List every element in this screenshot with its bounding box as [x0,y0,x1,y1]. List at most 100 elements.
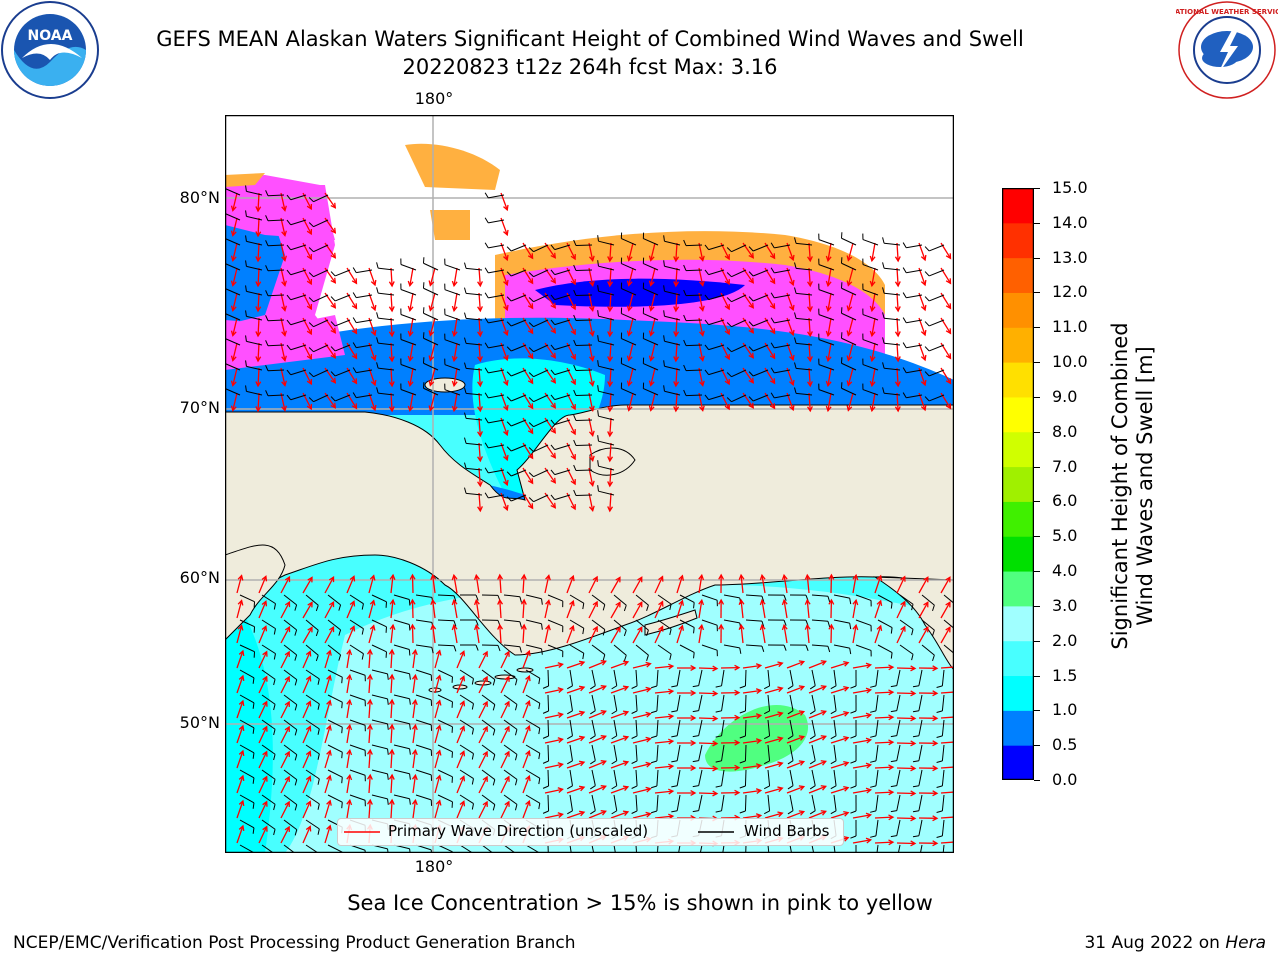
wave-direction-arrow [632,576,643,594]
wave-direction-arrowhead [281,330,287,337]
wind-barb [635,719,638,736]
wind-barb [635,769,638,786]
wave-direction-arrow [280,342,286,361]
wind-barb-flag [704,294,710,300]
colorbar-tick-mark [1034,188,1040,189]
wave-direction-arrowhead [678,599,685,606]
wind-barb [554,419,571,426]
wind-barb-flag [294,804,298,811]
wave-direction-arrow [852,739,871,744]
wave-direction-arrowhead [869,280,876,288]
wave-direction-arrowhead [503,329,509,337]
wind-barb [767,669,771,686]
wave-direction-arrow [409,292,414,311]
wave-direction-arrowhead [945,353,952,360]
wave-direction-arrow [258,651,268,669]
wave-direction-arrowhead [734,714,741,721]
wave-direction-arrow [475,625,480,644]
wave-direction-arrowhead [607,506,614,513]
wind-barb [664,315,681,321]
wave-direction-arrow [896,601,906,619]
wind-barb [393,694,410,700]
wind-barb [928,244,945,252]
wave-direction-arrowhead [284,625,291,633]
wind-barb-flag [550,269,556,275]
wave-direction-arrowhead [888,689,895,696]
wave-direction-arrow [500,726,510,744]
wind-barb [941,819,945,836]
wind-barb [569,744,573,761]
wave-direction-arrowhead [237,624,244,631]
wave-direction-arrow [522,624,525,644]
wave-direction-arrow [632,626,643,644]
wind-barb [444,289,461,296]
wave-direction-arrowhead [607,281,614,288]
wave-direction-arrow [610,786,629,794]
wave-direction-arrow [280,776,290,794]
wind-barb [423,337,439,346]
wave-direction-arrowhead [306,203,313,211]
wind-barb-flag [805,644,809,651]
wave-direction-arrowhead [894,381,901,388]
wave-direction-arrowhead [261,575,268,582]
wave-direction-arrow [698,692,718,695]
wave-direction-arrowhead [789,279,795,287]
wave-direction-arrow [478,801,488,819]
wind-barb [437,744,453,753]
wave-direction-arrowhead [615,576,621,583]
wind-barb-flag [669,603,672,611]
wind-barb [698,794,703,811]
wave-direction-arrowhead [645,736,652,743]
wind-barb [261,669,276,680]
wave-direction-arrowhead [411,648,418,656]
wind-barb [721,719,725,736]
wave-direction-arrowhead [668,713,675,720]
wind-barb [261,594,276,605]
wind-barb-flag [376,387,379,394]
wave-direction-arrowhead [388,798,395,805]
wind-barb-flag [936,760,943,763]
wind-barb-flag [770,367,775,374]
wave-direction-arrowhead [648,255,655,262]
wave-direction-arrowhead [748,402,755,409]
wind-barb [884,292,901,296]
wind-barb-flag [317,753,320,760]
wind-barb-flag [830,760,837,765]
wave-direction-arrow [280,217,286,236]
wind-barb [643,238,659,246]
wind-barb [305,819,320,830]
wind-barb-flag [631,710,638,714]
wave-direction-arrowhead [798,785,806,791]
wind-barb-flag [245,260,247,267]
wave-direction-arrowhead [648,330,655,337]
wind-barb-flag [590,760,596,765]
chart-subtitle: 20220823 t12z 264h fcst Max: 3.16 [402,55,778,79]
wind-barb-flag [683,314,687,321]
wave-direction-arrowhead [724,404,730,411]
wind-barb [833,769,837,786]
wave-direction-arrowhead [807,406,813,413]
wave-direction-arrow [302,676,311,694]
wind-barb [356,344,373,349]
wind-barb [833,744,837,761]
wind-barb [378,317,395,321]
wind-barb-flag [308,247,314,253]
wave-direction-arrowhead [828,623,835,630]
wind-barb-flag [911,604,914,611]
wave-direction-arrow [827,292,832,311]
wave-direction-arrowhead [328,575,335,583]
wave-direction-arrowhead [718,598,725,605]
wave-direction-arrow [742,664,761,669]
wind-barb-flag [484,367,489,374]
wind-barb-flag [265,265,269,271]
wind-barb-flag [924,396,930,402]
wind-barb [510,344,527,352]
wind-barb [862,264,879,271]
wave-direction-arrowhead [281,405,287,412]
wave-direction-arrowhead [477,356,483,363]
wind-barb [267,194,285,197]
wave-direction-arrowhead [305,700,312,707]
wave-direction-arrow [346,800,351,819]
wave-direction-arrow [232,392,238,411]
wind-barb [811,669,816,686]
